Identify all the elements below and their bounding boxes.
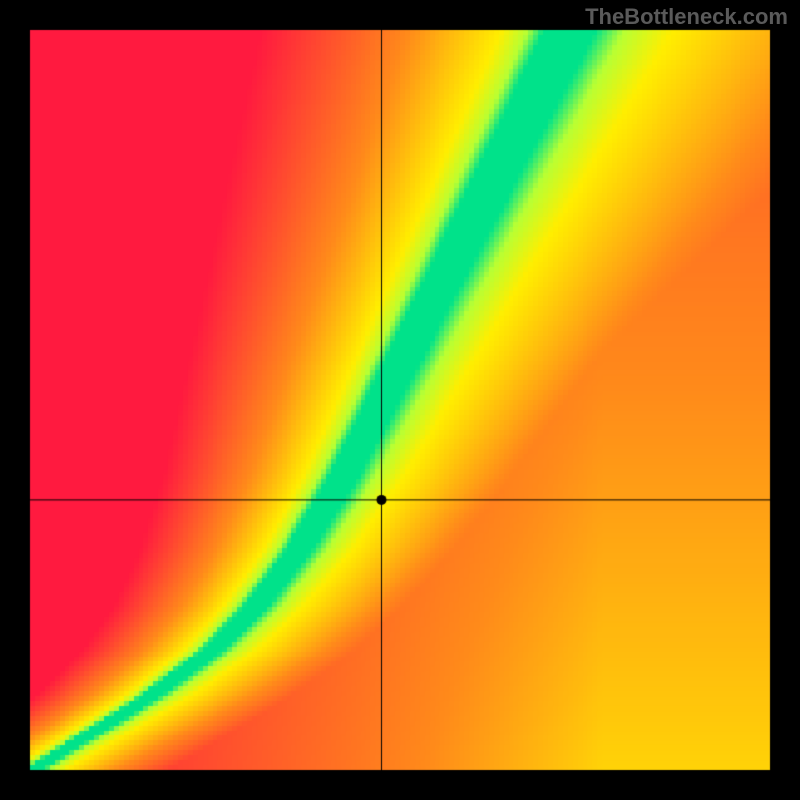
- heatmap-canvas: [0, 0, 800, 800]
- attribution-label: TheBottleneck.com: [585, 4, 788, 30]
- chart-container: TheBottleneck.com: [0, 0, 800, 800]
